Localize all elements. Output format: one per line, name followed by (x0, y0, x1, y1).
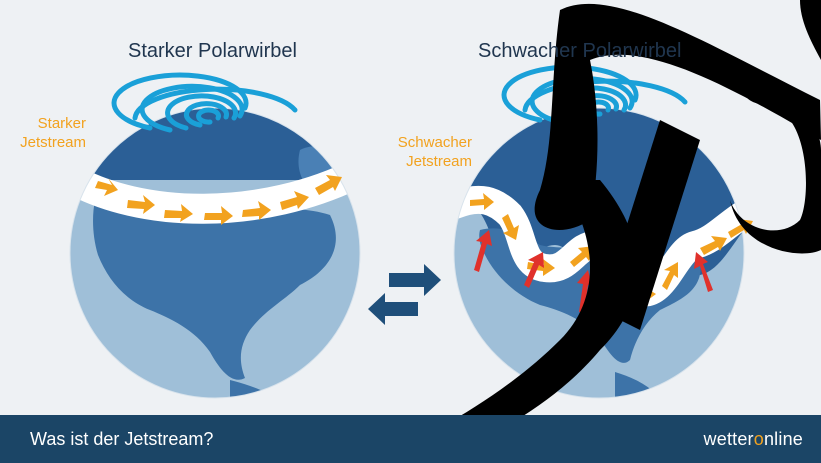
brand-logo: wetteronline (704, 429, 803, 450)
brand-logo-part-1: wetter (703, 429, 754, 449)
label-strong-jetstream-line-1: Starker (37, 115, 86, 132)
jetstream-arrow-icon (470, 193, 753, 303)
exchange-arrows-icon (368, 264, 441, 325)
brand-logo-part-2: nline (763, 429, 803, 449)
warm-air-arrow-icon (474, 230, 713, 313)
label-weak-jetstream-line-1: Schwacher (397, 134, 472, 151)
brand-logo-accent: o (753, 429, 764, 449)
left-globe (69, 72, 361, 399)
label-strong-jetstream: Starker Jetstream (0, 114, 86, 152)
footer-bar: Was ist der Jetstream? wetteronline (0, 415, 821, 463)
footer-caption: Was ist der Jetstream? (30, 429, 214, 449)
jetstream-arrow-icon (95, 175, 342, 225)
title-weak-polar-vortex: Schwacher Polarwirbel (478, 40, 682, 62)
polar-vortex-spiral-icon (111, 72, 298, 133)
label-weak-jetstream: Schwacher Jetstream (380, 133, 472, 171)
title-strong-polar-vortex: Starker Polarwirbel (128, 40, 297, 62)
label-weak-jetstream-line-2: Jetstream (406, 153, 472, 170)
label-strong-jetstream-line-2: Jetstream (20, 134, 86, 151)
watermark (370, 0, 821, 463)
